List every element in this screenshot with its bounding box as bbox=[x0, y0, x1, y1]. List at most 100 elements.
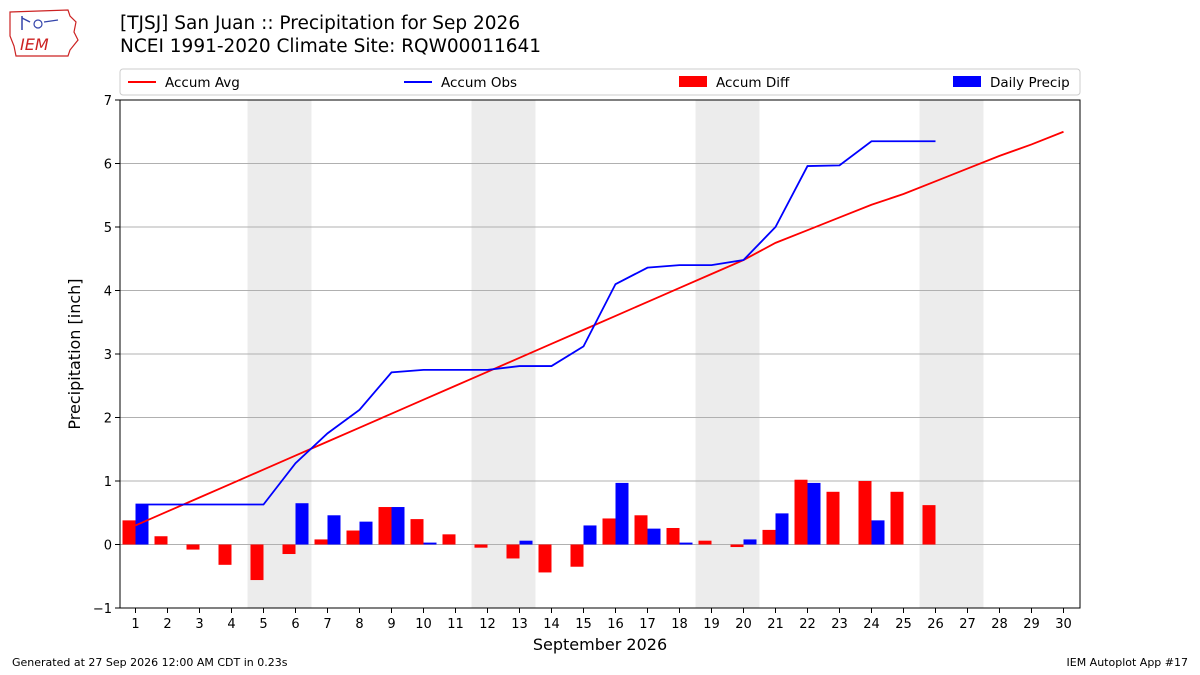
x-tick-label: 6 bbox=[291, 617, 299, 632]
x-tick-label: 23 bbox=[831, 617, 848, 632]
legend-box bbox=[119, 68, 1081, 96]
x-tick-label: 22 bbox=[799, 617, 816, 632]
y-tick-label: 0 bbox=[104, 539, 112, 554]
x-tick-label: 5 bbox=[259, 617, 267, 632]
x-tick-label: 8 bbox=[355, 617, 363, 632]
legend-daily-precip-swatch bbox=[953, 76, 981, 87]
accum-diff-bar bbox=[506, 544, 520, 559]
daily-precip-bar bbox=[775, 513, 789, 545]
accum-diff-bar bbox=[314, 539, 328, 545]
accum-diff-bar bbox=[762, 529, 776, 545]
accum-diff-bar bbox=[538, 544, 552, 573]
legend-accum-obs-label: Accum Obs bbox=[441, 75, 517, 91]
x-tick-label: 20 bbox=[735, 617, 752, 632]
x-tick-label: 29 bbox=[1023, 617, 1040, 632]
x-tick-label: 27 bbox=[959, 617, 976, 632]
accum-diff-bar bbox=[218, 544, 232, 565]
app-label: IEM Autoplot App #17 bbox=[1066, 656, 1189, 669]
x-tick-label: 25 bbox=[895, 617, 912, 632]
x-tick-label: 9 bbox=[387, 617, 395, 632]
accum-diff-bar bbox=[250, 544, 264, 581]
x-tick-label: 15 bbox=[575, 617, 592, 632]
daily-precip-bar bbox=[327, 515, 341, 545]
accum-diff-bar bbox=[634, 515, 648, 545]
accum-diff-bar bbox=[346, 530, 360, 545]
daily-precip-bar bbox=[391, 507, 405, 545]
x-tick-label: 12 bbox=[479, 617, 496, 632]
accum-diff-bar bbox=[826, 491, 840, 545]
x-tick-label: 16 bbox=[607, 617, 624, 632]
accum-diff-bar bbox=[698, 540, 712, 545]
logo-text: IEM bbox=[20, 35, 49, 54]
chart-title: [TJSJ] San Juan :: Precipitation for Sep… bbox=[120, 12, 541, 58]
accum-diff-bar bbox=[186, 544, 200, 550]
x-tick-label: 18 bbox=[671, 617, 688, 632]
x-tick-label: 11 bbox=[447, 617, 464, 632]
y-tick-label: 5 bbox=[104, 221, 112, 236]
daily-precip-bar bbox=[423, 542, 437, 545]
accum-diff-bar bbox=[858, 481, 872, 545]
x-tick-label: 3 bbox=[195, 617, 203, 632]
accum-diff-bar bbox=[730, 544, 744, 548]
daily-precip-bar bbox=[135, 504, 149, 545]
x-tick-label: 28 bbox=[991, 617, 1008, 632]
accum-avg-line bbox=[135, 130, 1064, 527]
accum-diff-bar bbox=[474, 544, 488, 548]
x-tick-label: 4 bbox=[227, 617, 235, 632]
accum-diff-bar bbox=[890, 491, 904, 545]
legend-accum-diff-swatch bbox=[679, 76, 707, 87]
accum-diff-bar bbox=[378, 507, 392, 545]
y-tick-label: 7 bbox=[104, 94, 112, 109]
x-axis-label: September 2026 bbox=[533, 635, 667, 654]
x-tick-label: 26 bbox=[927, 617, 944, 632]
daily-precip-bar bbox=[583, 525, 597, 545]
daily-precip-bar bbox=[647, 528, 661, 545]
legend-accum-diff-label: Accum Diff bbox=[716, 75, 790, 91]
accum-diff-bar bbox=[922, 505, 936, 545]
y-tick-label: 3 bbox=[104, 348, 112, 363]
y-tick-label: 4 bbox=[104, 285, 112, 300]
accum-obs-line bbox=[135, 140, 936, 506]
y-tick-label: 1 bbox=[104, 475, 112, 490]
daily-precip-bar bbox=[871, 520, 885, 545]
x-tick-label: 24 bbox=[863, 617, 880, 632]
iowa-map-logo-icon: IEM bbox=[9, 9, 79, 57]
accum-diff-bar bbox=[410, 519, 424, 545]
x-tick-label: 14 bbox=[543, 617, 560, 632]
title-line-2: NCEI 1991-2020 Climate Site: RQW00011641 bbox=[120, 36, 542, 57]
iem-logo: IEM bbox=[8, 6, 80, 60]
legend-daily-precip-label: Daily Precip bbox=[990, 75, 1070, 91]
y-axis-label: Precipitation [inch] bbox=[65, 278, 84, 429]
accum-diff-bar bbox=[666, 527, 680, 545]
accum-diff-bar bbox=[570, 544, 584, 567]
daily-precip-bar bbox=[743, 539, 757, 545]
x-tick-label: 13 bbox=[511, 617, 528, 632]
x-tick-label: 1 bbox=[131, 617, 139, 632]
daily-precip-bar bbox=[679, 542, 693, 545]
daily-precip-bar bbox=[615, 482, 629, 545]
title-line-1: [TJSJ] San Juan :: Precipitation for Sep… bbox=[120, 13, 521, 34]
y-tick-label: 6 bbox=[104, 158, 112, 173]
x-tick-label: 21 bbox=[767, 617, 784, 632]
x-tick-label: 17 bbox=[639, 617, 656, 632]
daily-precip-bar bbox=[519, 540, 533, 545]
x-tick-label: 7 bbox=[323, 617, 331, 632]
accum-diff-bar bbox=[602, 518, 616, 545]
x-tick-label: 30 bbox=[1055, 617, 1072, 632]
x-tick-label: 2 bbox=[163, 617, 171, 632]
accum-diff-bar bbox=[154, 536, 168, 545]
daily-precip-bar bbox=[359, 521, 373, 545]
accum-diff-bar bbox=[794, 479, 808, 545]
y-tick-label: 2 bbox=[104, 412, 112, 427]
y-tick-label: −1 bbox=[93, 602, 112, 617]
accum-diff-bar bbox=[282, 544, 296, 555]
legend-accum-avg-label: Accum Avg bbox=[165, 75, 240, 91]
accum-diff-bar bbox=[122, 520, 136, 545]
generated-timestamp: Generated at 27 Sep 2026 12:00 AM CDT in… bbox=[12, 656, 288, 669]
accum-diff-bar bbox=[442, 534, 456, 545]
daily-precip-bar bbox=[807, 482, 821, 545]
daily-precip-bar bbox=[295, 503, 309, 545]
x-tick-label: 19 bbox=[703, 617, 720, 632]
x-tick-label: 10 bbox=[415, 617, 432, 632]
